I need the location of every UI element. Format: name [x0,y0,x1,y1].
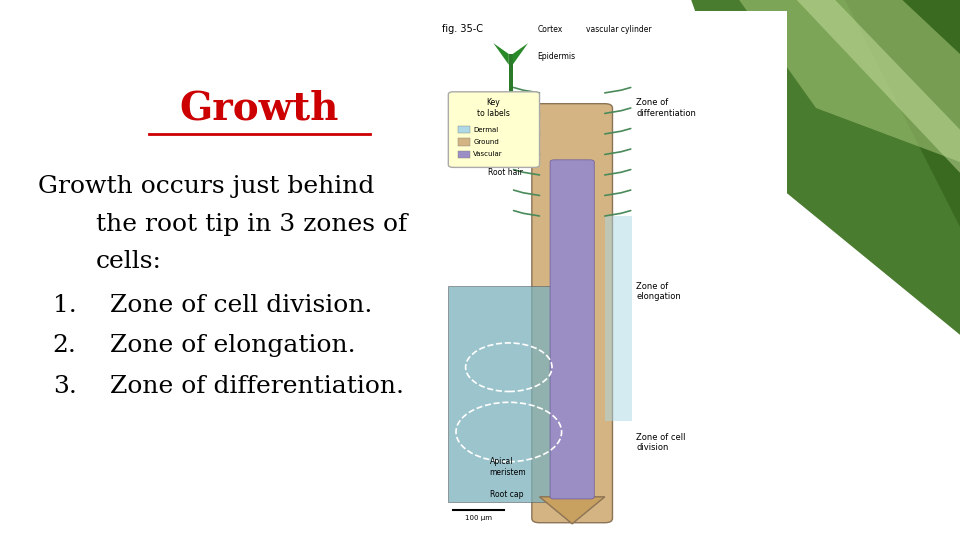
Text: Apical
meristem: Apical meristem [490,457,526,477]
Text: Ground: Ground [473,139,499,145]
Text: vascular cylinder: vascular cylinder [586,25,651,34]
Text: 1.: 1. [53,294,77,316]
FancyBboxPatch shape [532,104,612,523]
Polygon shape [0,432,62,540]
Text: Growth occurs just behind: Growth occurs just behind [38,175,374,198]
Text: Zone of
elongation: Zone of elongation [636,282,682,301]
Text: 2.: 2. [53,334,77,357]
Bar [442,11,787,529]
Text: Zone of cell division.: Zone of cell division. [110,294,372,316]
Text: cells:: cells: [96,251,162,273]
Polygon shape [739,0,960,162]
Text: Vascular: Vascular [473,151,503,158]
Text: Zone of elongation.: Zone of elongation. [110,334,356,357]
Bar [458,138,470,146]
Polygon shape [797,0,960,173]
Bar [458,151,470,158]
Bar [605,216,632,421]
FancyBboxPatch shape [550,160,594,499]
Bar [509,54,513,108]
Text: Growth: Growth [180,89,339,127]
Text: 100 µm: 100 µm [465,515,492,522]
Text: Key
to labels: Key to labels [477,98,510,118]
Text: Zone of differentiation.: Zone of differentiation. [110,375,404,397]
Polygon shape [540,497,605,524]
Text: Dermal: Dermal [473,126,498,133]
FancyBboxPatch shape [448,92,540,167]
Text: Zone of cell
division: Zone of cell division [636,433,686,453]
Text: fig. 35-C: fig. 35-C [442,24,483,35]
Polygon shape [845,0,960,227]
Polygon shape [493,43,509,65]
Polygon shape [513,43,528,65]
Text: Root cap: Root cap [490,490,523,498]
Polygon shape [691,0,960,335]
FancyBboxPatch shape [448,286,568,502]
Bar [0,0,442,540]
Text: Cortex: Cortex [538,25,563,34]
Bar [458,126,470,133]
Text: Epidermis: Epidermis [538,52,576,61]
Text: 3.: 3. [53,375,77,397]
Text: Zone of
differentiation: Zone of differentiation [636,98,696,118]
Text: Root hair: Root hair [488,168,522,177]
Text: the root tip in 3 zones of: the root tip in 3 zones of [96,213,407,235]
